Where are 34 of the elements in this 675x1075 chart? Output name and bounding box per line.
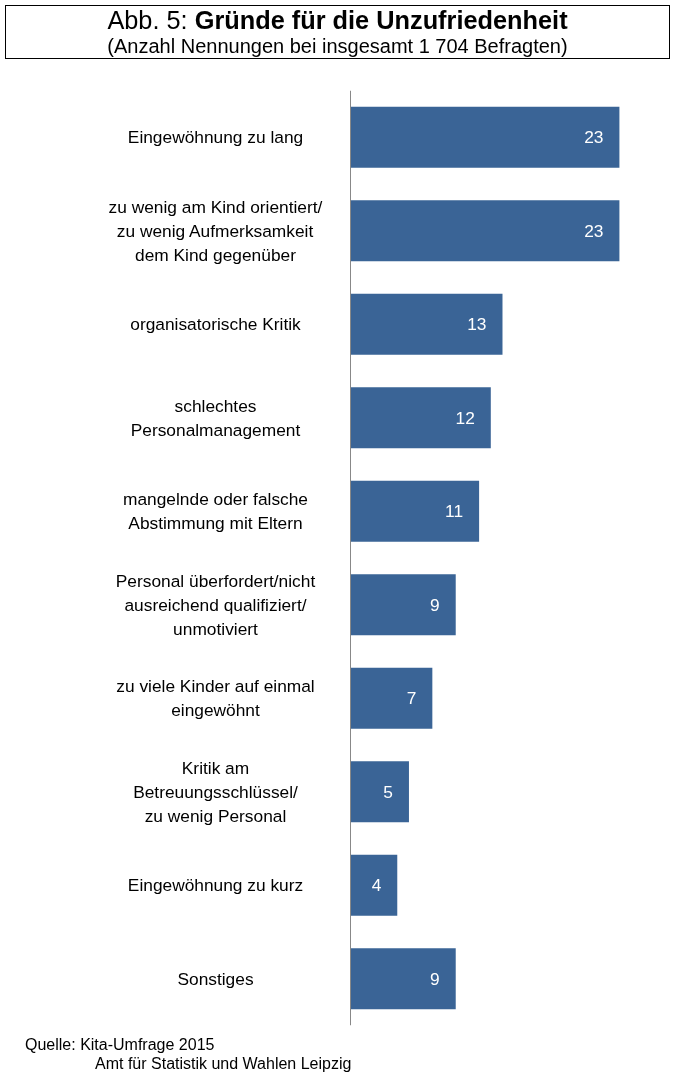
bar <box>350 293 503 355</box>
y-tick-label: Sonstiges <box>177 968 254 989</box>
data-label: 13 <box>467 314 487 335</box>
data-label: 12 <box>455 407 475 428</box>
y-tick-label: zu wenig am Kind orientiert/ zu wenig Aufmerksamkeit dem Kind gegenüber <box>108 196 323 265</box>
chart-subtitle: (Anzahl Nennungen bei insgesamt 1 704 Befragten) <box>107 35 568 58</box>
source-note: Quelle: Kita-Umfrage 2015 <box>25 1035 216 1055</box>
bar <box>350 200 620 262</box>
data-label: 9 <box>430 968 440 989</box>
y-tick-label: mangelnde oder falsche Abstimmung mit Eltern <box>123 489 308 534</box>
bar <box>350 387 491 449</box>
data-label: 7 <box>406 688 417 709</box>
y-tick-label: schlechtes Personalmanagement <box>130 395 301 440</box>
bar <box>350 574 456 636</box>
bar <box>350 854 398 916</box>
data-label: 23 <box>584 220 604 241</box>
y-tick-label: Personal überfordert/nicht ausreichend qualifiziert/ unmotiviert <box>115 570 316 639</box>
data-label: 4 <box>371 875 382 896</box>
bar <box>350 106 620 168</box>
y-tick-label: Kritik am Betreuungsschlüssel/ zu wenig Personal <box>133 757 299 826</box>
y-tick-label: Eingewöhnung zu kurz <box>127 875 304 896</box>
y-tick-label: Eingewöhnung zu lang <box>127 127 304 148</box>
chart-title: Abb. 5: Gründe für die Unzufriedenheit <box>107 6 568 34</box>
y-tick-label: zu viele Kinder auf einmal eingewöhnt <box>116 676 315 721</box>
bar <box>350 480 480 542</box>
bar <box>350 667 433 729</box>
data-label: 23 <box>584 127 604 148</box>
data-label: 11 <box>445 501 464 522</box>
data-label: 9 <box>430 594 440 615</box>
bar <box>350 948 456 1010</box>
y-tick-label: organisatorische Kritik <box>130 314 302 335</box>
text: Amt für Statistik und Wahlen Leipzig <box>94 1054 352 1074</box>
bar <box>350 761 409 823</box>
data-label: 5 <box>383 781 393 802</box>
